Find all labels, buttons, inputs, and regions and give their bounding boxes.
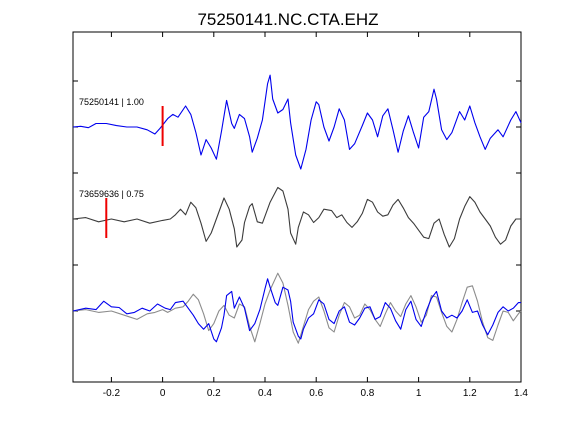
x-tick-label: 0.8 <box>360 388 374 399</box>
x-axis: -0.2 0 0.2 0.4 0.6 0.8 1 1.2 1.4 <box>103 32 528 399</box>
traces-group <box>72 74 522 344</box>
chart-title: 75250141.NC.CTA.EHZ <box>197 10 378 29</box>
trace-line <box>72 186 521 248</box>
x-tick-label: 0 <box>160 388 166 399</box>
x-tick-label: -0.2 <box>103 388 121 399</box>
x-tick-label: 0.2 <box>207 388 221 399</box>
trace-labels: 75250141 | 1.00 73659636 | 0.75 <box>79 97 144 199</box>
x-tick-label: 1.4 <box>514 388 528 399</box>
plot-frame <box>72 31 522 383</box>
trace-label: 75250141 | 1.00 <box>79 97 144 107</box>
trace-line <box>72 74 522 170</box>
x-tick-label: 0.6 <box>309 388 323 399</box>
x-tick-label: 1 <box>416 388 422 399</box>
x-tick-label: 1.2 <box>463 388 477 399</box>
pick-markers <box>105 106 164 238</box>
x-tick-label: 0.4 <box>258 388 272 399</box>
trace-label: 73659636 | 0.75 <box>79 189 144 199</box>
trace-line <box>72 278 521 343</box>
